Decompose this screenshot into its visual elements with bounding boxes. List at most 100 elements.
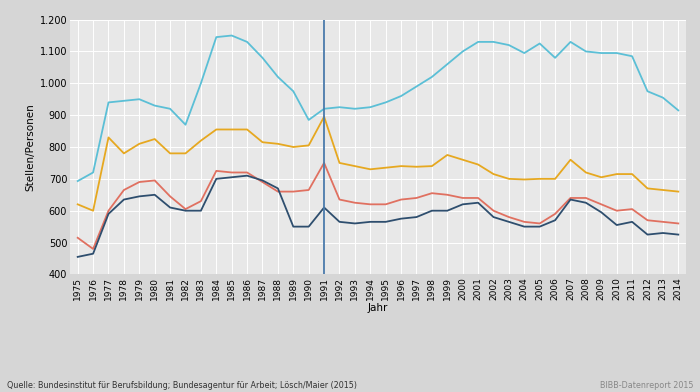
Ausbildungsplätze [566, 196, 575, 200]
Neu abgeschlossene Ausbildungsverträge [274, 186, 282, 191]
Ausbildungsplätze [505, 215, 513, 220]
Nachfragepotenzial [104, 100, 113, 105]
Nachfragepotenzial [505, 43, 513, 47]
Angebotspotenzial [505, 176, 513, 181]
Nachfragepotenzial [258, 56, 267, 60]
Ausbildungsplätze [474, 196, 482, 200]
Nachfragepotenzial [166, 107, 174, 111]
Ausbildungsplätze [243, 170, 251, 175]
Angebotspotenzial [520, 177, 528, 182]
Neu abgeschlossene Ausbildungsverträge [258, 178, 267, 183]
Angebotspotenzial [582, 170, 590, 175]
Neu abgeschlossene Ausbildungsverträge [643, 232, 652, 237]
Angebotspotenzial [597, 175, 606, 180]
Neu abgeschlossene Ausbildungsverträge [120, 197, 128, 202]
Angebotspotenzial [197, 138, 205, 143]
Angebotspotenzial [382, 165, 390, 170]
Neu abgeschlossene Ausbildungsverträge [74, 254, 82, 259]
Nachfragepotenzial [320, 107, 328, 111]
Line: Ausbildungsplätze: Ausbildungsplätze [78, 163, 678, 249]
Ausbildungsplätze [351, 200, 359, 205]
Ausbildungsplätze [628, 207, 636, 211]
Nachfragepotenzial [274, 74, 282, 79]
Neu abgeschlossene Ausbildungsverträge [612, 223, 621, 227]
Angebotspotenzial [643, 186, 652, 191]
Ausbildungsplätze [150, 178, 159, 183]
Angebotspotenzial [74, 202, 82, 207]
Angebotspotenzial [135, 142, 143, 146]
Nachfragepotenzial [181, 122, 190, 127]
Nachfragepotenzial [474, 40, 482, 44]
Neu abgeschlossene Ausbildungsverträge [474, 200, 482, 205]
Angebotspotenzial [289, 145, 298, 149]
Nachfragepotenzial [674, 108, 682, 113]
Ausbildungsplätze [274, 189, 282, 194]
Nachfragepotenzial [197, 81, 205, 86]
Angebotspotenzial [120, 151, 128, 156]
Neu abgeschlossene Ausbildungsverträge [89, 251, 97, 256]
Neu abgeschlossene Ausbildungsverträge [520, 224, 528, 229]
Ausbildungsplätze [166, 194, 174, 199]
Ausbildungsplätze [428, 191, 436, 196]
Neu abgeschlossene Ausbildungsverträge [197, 209, 205, 213]
Nachfragepotenzial [335, 105, 344, 109]
Ausbildungsplätze [89, 247, 97, 251]
Ausbildungsplätze [489, 209, 498, 213]
Nachfragepotenzial [412, 84, 421, 89]
Nachfragepotenzial [643, 89, 652, 94]
Neu abgeschlossene Ausbildungsverträge [582, 200, 590, 205]
Angebotspotenzial [566, 158, 575, 162]
Angebotspotenzial [320, 114, 328, 119]
Nachfragepotenzial [212, 35, 220, 40]
Ausbildungsplätze [335, 197, 344, 202]
Nachfragepotenzial [120, 98, 128, 103]
Ausbildungsplätze [674, 221, 682, 226]
Nachfragepotenzial [89, 170, 97, 175]
Ausbildungsplätze [228, 170, 236, 175]
Angebotspotenzial [212, 127, 220, 132]
Ausbildungsplätze [135, 180, 143, 184]
Nachfragepotenzial [489, 40, 498, 44]
Neu abgeschlossene Ausbildungsverträge [536, 224, 544, 229]
Nachfragepotenzial [520, 51, 528, 55]
Line: Angebotspotenzial: Angebotspotenzial [78, 117, 678, 211]
Angebotspotenzial [243, 127, 251, 132]
Neu abgeschlossene Ausbildungsverträge [228, 175, 236, 180]
Angebotspotenzial [274, 142, 282, 146]
Neu abgeschlossene Ausbildungsverträge [320, 205, 328, 210]
Nachfragepotenzial [428, 74, 436, 79]
Angebotspotenzial [335, 161, 344, 165]
Angebotspotenzial [536, 176, 544, 181]
Neu abgeschlossene Ausbildungsverträge [104, 212, 113, 216]
Line: Nachfragepotenzial: Nachfragepotenzial [78, 36, 678, 181]
Neu abgeschlossene Ausbildungsverträge [412, 215, 421, 220]
Angebotspotenzial [612, 172, 621, 176]
Nachfragepotenzial [135, 97, 143, 102]
Ausbildungsplätze [304, 188, 313, 192]
Nachfragepotenzial [536, 41, 544, 46]
Neu abgeschlossene Ausbildungsverträge [289, 224, 298, 229]
Angebotspotenzial [150, 137, 159, 142]
Angebotspotenzial [397, 164, 405, 169]
Nachfragepotenzial [243, 40, 251, 44]
Ausbildungsplätze [458, 196, 467, 200]
Angebotspotenzial [228, 127, 236, 132]
Nachfragepotenzial [150, 103, 159, 108]
Nachfragepotenzial [458, 49, 467, 54]
Angebotspotenzial [366, 167, 375, 172]
Ausbildungsplätze [289, 189, 298, 194]
Nachfragepotenzial [74, 179, 82, 183]
Angebotspotenzial [443, 152, 452, 157]
Neu abgeschlossene Ausbildungsverträge [397, 216, 405, 221]
Nachfragepotenzial [566, 40, 575, 44]
Nachfragepotenzial [659, 95, 667, 100]
Angebotspotenzial [428, 164, 436, 169]
Neu abgeschlossene Ausbildungsverträge [335, 220, 344, 224]
Ausbildungsplätze [74, 236, 82, 240]
Ausbildungsplätze [181, 207, 190, 211]
Ausbildungsplätze [659, 220, 667, 224]
Nachfragepotenzial [628, 54, 636, 58]
Angebotspotenzial [628, 172, 636, 176]
Neu abgeschlossene Ausbildungsverträge [443, 209, 452, 213]
Ausbildungsplätze [536, 221, 544, 226]
